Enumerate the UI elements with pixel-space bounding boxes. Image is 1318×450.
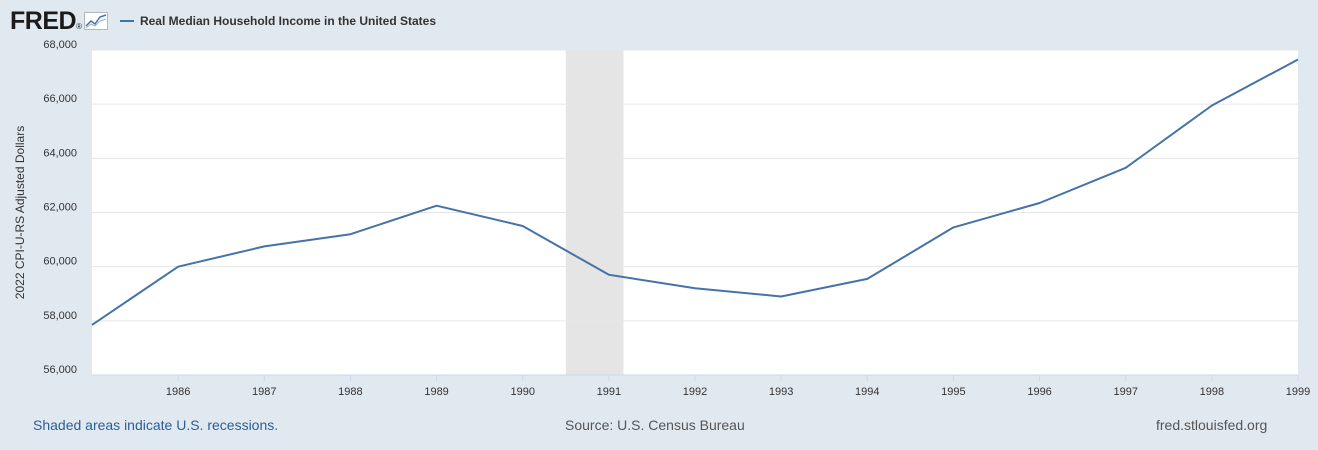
y-tick-label: 62,000	[43, 202, 77, 214]
x-tick-label: 1991	[597, 386, 621, 398]
registered-mark: ®	[76, 22, 82, 31]
x-tick-label: 1999	[1286, 386, 1310, 398]
x-tick-label: 1995	[941, 386, 965, 398]
x-tick-label: 1988	[338, 386, 362, 398]
x-tick-label: 1990	[510, 386, 534, 398]
header: FRED ® Real Median Household Income in t…	[10, 6, 436, 36]
x-tick-label: 1997	[1113, 386, 1137, 398]
x-tick-label: 1987	[252, 386, 276, 398]
legend-label: Real Median Household Income in the Unit…	[139, 14, 437, 28]
x-tick-label: 1996	[1027, 386, 1051, 398]
y-tick-label: 58,000	[43, 310, 77, 322]
y-tick-label: 60,000	[43, 256, 77, 268]
x-tick-label: 1992	[683, 386, 707, 398]
x-tick-label: 1993	[769, 386, 793, 398]
x-tick-label: 1994	[855, 386, 879, 398]
y-axis-ticks: 56,000 58,000 60,000 62,000 64,000 66,000 68,0…	[43, 39, 77, 376]
x-tick-label: 1998	[1200, 386, 1224, 398]
x-tick-label: 1986	[166, 386, 190, 398]
chart-logo-icon	[83, 12, 108, 30]
y-tick-label: 68,000	[43, 39, 77, 51]
y-tick-label: 66,000	[43, 93, 77, 105]
site-link[interactable]: fred.stlouisfed.org	[1156, 417, 1268, 433]
series-layer	[91, 58, 1299, 326]
x-axis-ticks: 1986 1987 1988 1989 1990 1991 1992 1993 1994 1995…	[166, 375, 1310, 398]
recession-note: Shaded areas indicate U.S. recessions.	[33, 417, 279, 433]
y-axis-label: 2022 CPI-U-RS Adjusted Dollars	[13, 126, 27, 299]
y-tick-label: 64,000	[43, 147, 77, 159]
legend-swatch	[119, 20, 134, 22]
legend[interactable]: Real Median Household Income in the Unit…	[119, 14, 437, 28]
y-tick-label: 56,000	[43, 364, 77, 376]
fred-logo[interactable]: FRED	[10, 6, 77, 35]
x-tick-label: 1989	[424, 386, 448, 398]
source-text: Source: U.S. Census Bureau	[565, 417, 745, 433]
